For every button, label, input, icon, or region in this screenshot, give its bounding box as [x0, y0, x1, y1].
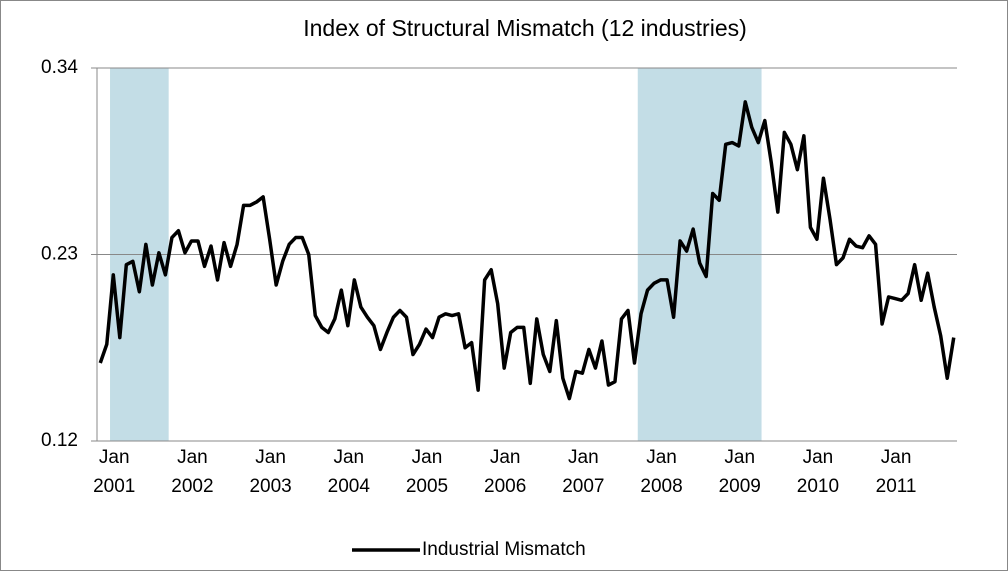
y-tick-label: 0.34 — [41, 57, 78, 78]
y-tick-label: 0.12 — [41, 430, 78, 451]
legend-label: Industrial Mismatch — [422, 539, 586, 560]
x-tick-label: Jan 2007 — [562, 447, 604, 497]
x-tick-label: Jan 2004 — [328, 447, 371, 497]
x-tick-label: Jan 2009 — [719, 447, 761, 497]
x-tick-label: Jan 2001 — [93, 447, 135, 497]
x-tick-label: Jan 2006 — [484, 447, 526, 497]
x-tick-label: Jan 2002 — [171, 447, 213, 497]
x-tick-label: Jan 2010 — [797, 447, 839, 497]
x-tick-label: Jan 2003 — [249, 447, 291, 497]
x-tick-label: Jan 2011 — [876, 447, 917, 497]
x-tick-label: Jan 2005 — [406, 447, 448, 497]
chart-title: Index of Structural Mismatch (12 industr… — [303, 15, 747, 41]
x-tick-label: Jan 2008 — [640, 447, 682, 497]
y-tick-label: 0.23 — [41, 244, 78, 265]
series-line — [98, 100, 956, 401]
